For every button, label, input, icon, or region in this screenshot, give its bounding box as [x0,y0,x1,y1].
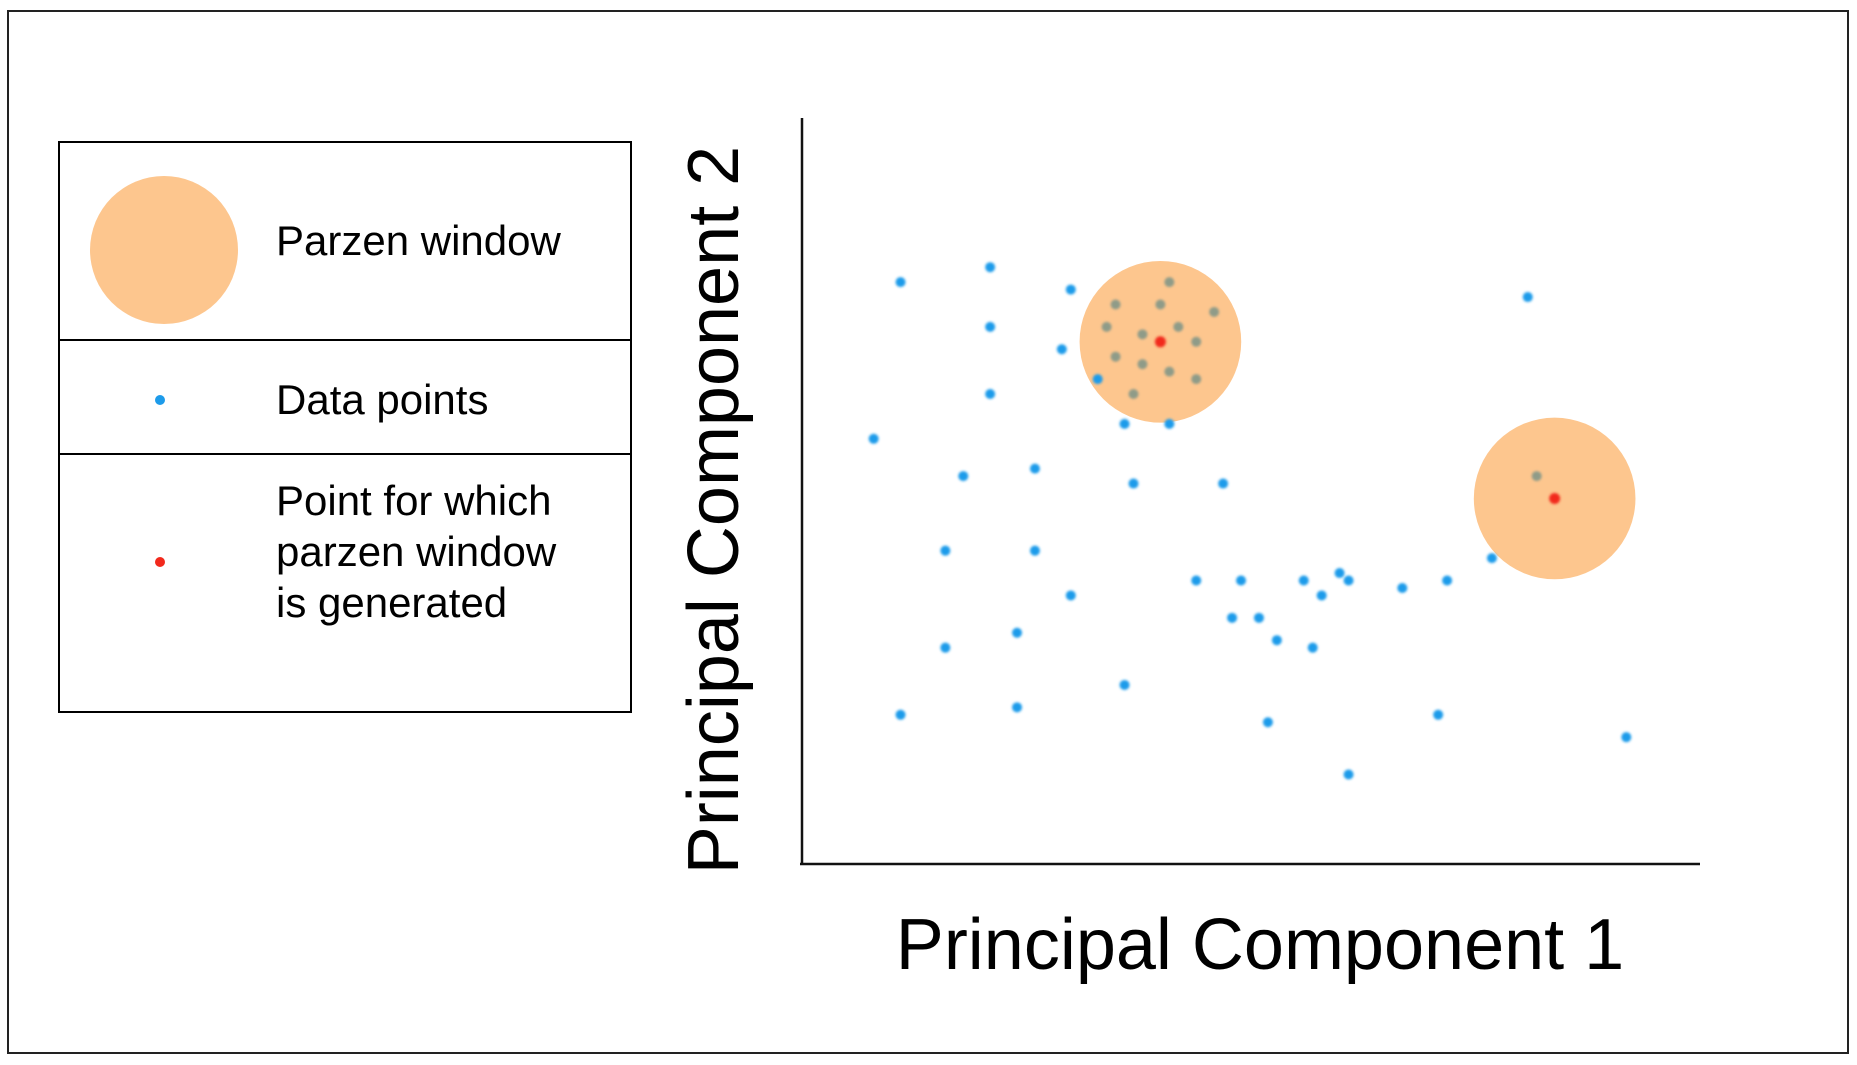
x-axis-label: Principal Component 1 [895,905,1625,985]
data-point [1486,553,1497,564]
data-point-in-window [1531,471,1542,482]
data-point [1191,575,1202,586]
legend: Parzen window Data points Point for whic… [58,141,632,713]
data-point [1012,702,1023,713]
data-point [1343,575,1354,586]
data-point-in-window [1164,366,1175,377]
data-point [1316,590,1327,601]
data-point [1227,612,1238,623]
legend-item-query-point: Point for which parzen window is generat… [60,455,630,711]
query-point-swatch-icon [155,557,165,567]
data-point [1397,582,1408,593]
legend-label-data-points: Data points [276,376,489,423]
figure-frame [7,10,1849,1054]
data-point-in-window [1191,336,1202,347]
data-point [895,277,906,288]
data-point [1029,463,1040,474]
data-point [1012,627,1023,638]
legend-label-query-point: Point for which parzen window is generat… [276,477,557,626]
data-point [1343,769,1354,780]
data-point [1065,284,1076,295]
data-point-in-window [1173,321,1184,332]
data-point-in-window [1128,389,1139,400]
data-point [985,389,996,400]
data-point [1433,709,1444,720]
data-point [1253,612,1264,623]
data-point [1522,292,1533,303]
data-point [1298,575,1309,586]
data-point-in-window [1137,329,1148,340]
data-point-in-window [1110,351,1121,362]
data-point [1218,478,1229,489]
data-point [985,321,996,332]
data-point-in-window [1101,321,1112,332]
data-point [1307,642,1318,653]
data-point [1621,732,1632,743]
data-point [1056,344,1067,355]
data-point [868,433,879,444]
parzen-window-swatch-icon [90,176,238,324]
data-point [1262,717,1273,728]
data-point [1442,575,1453,586]
data-point [1236,575,1247,586]
data-point [1092,374,1103,385]
data-point [1128,478,1139,489]
data-points [868,262,1632,780]
legend-item-parzen-window: Parzen window [60,143,630,341]
data-point-in-window [1209,306,1220,317]
data-point [1334,568,1345,579]
data-point [1065,590,1076,601]
data-point [1119,418,1130,429]
y-axis-label: Principal Component 2 [674,145,754,875]
data-point [1029,545,1040,556]
legend-item-data-points: Data points [60,341,630,455]
data-point-in-window [1137,359,1148,370]
data-point-in-window [1155,299,1166,310]
data-point [940,545,951,556]
data-point [1164,418,1175,429]
legend-label-parzen-window: Parzen window [276,217,561,264]
data-point [985,262,996,273]
data-point [895,709,906,720]
data-point [958,471,969,482]
data-point [1119,679,1130,690]
data-point-in-window [1110,299,1121,310]
data-point-in-window [1191,374,1202,385]
data-point-in-window [1164,277,1175,288]
data-point [1271,635,1282,646]
query-point [1549,492,1561,504]
data-point-swatch-icon [155,395,165,405]
query-point [1154,336,1166,348]
data-point [940,642,951,653]
